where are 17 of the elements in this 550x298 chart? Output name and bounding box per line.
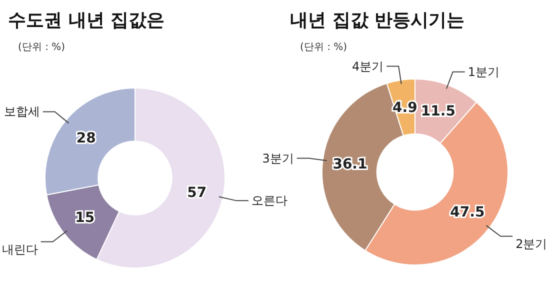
data-label: 28 [76,130,96,147]
data-label: 15 [75,210,95,226]
data-label: 47.5 [450,204,485,220]
slice-label: 오른다 [251,194,288,208]
chart-subtitle: (단위 : %) [300,42,348,53]
slice-label: 2분기 [516,237,548,252]
slice-label: 4분기 [352,59,384,74]
slice-label: 1분기 [468,64,500,79]
data-label: 11.5 [420,104,456,120]
slice-label: 내린다 [2,242,38,257]
slice-label: 보합세 [4,104,40,119]
chart-subtitle: (단위 : %) [18,42,66,53]
slice-label: 3분기 [262,151,294,166]
chart-title: 수도권 내년 집값은 [8,10,165,31]
chart-title: 내년 집값 반등시기는 [290,10,465,31]
data-label: 57 [187,184,207,201]
data-label: 36.1 [332,156,368,173]
